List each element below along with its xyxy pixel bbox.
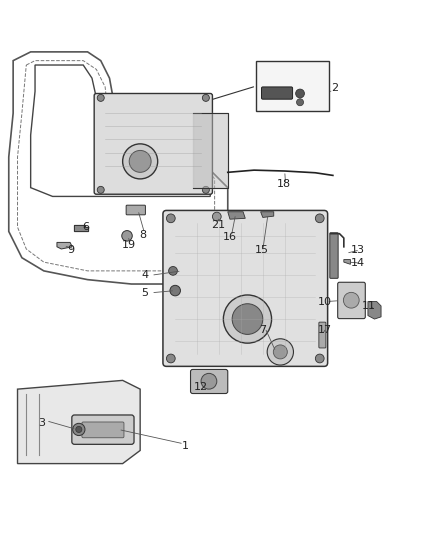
Text: 2: 2 (332, 83, 339, 93)
Polygon shape (193, 113, 228, 188)
Circle shape (223, 295, 272, 343)
FancyBboxPatch shape (191, 369, 228, 393)
Circle shape (76, 426, 82, 432)
Circle shape (267, 339, 293, 365)
Text: 19: 19 (122, 240, 136, 251)
Text: 13: 13 (351, 245, 365, 255)
Circle shape (170, 285, 180, 296)
FancyBboxPatch shape (163, 211, 328, 366)
Circle shape (129, 150, 151, 172)
FancyBboxPatch shape (330, 233, 338, 278)
Circle shape (343, 292, 359, 308)
Text: 21: 21 (211, 220, 225, 230)
Text: 10: 10 (318, 297, 332, 308)
Circle shape (97, 94, 104, 101)
Polygon shape (261, 212, 274, 217)
Text: 12: 12 (194, 382, 208, 392)
Text: 11: 11 (362, 301, 376, 311)
Text: 7: 7 (259, 325, 266, 335)
Circle shape (166, 214, 175, 223)
Polygon shape (18, 381, 140, 464)
Circle shape (202, 187, 209, 193)
Circle shape (73, 423, 85, 435)
FancyBboxPatch shape (319, 322, 326, 348)
Text: 8: 8 (139, 230, 146, 240)
Text: 9: 9 (67, 245, 74, 255)
Text: 16: 16 (223, 232, 237, 242)
Circle shape (296, 89, 304, 98)
FancyBboxPatch shape (72, 415, 134, 445)
FancyBboxPatch shape (94, 93, 212, 194)
Text: 5: 5 (141, 288, 148, 298)
Circle shape (169, 266, 177, 275)
Text: 6: 6 (82, 222, 89, 232)
Polygon shape (57, 243, 72, 249)
Circle shape (122, 231, 132, 241)
Text: 15: 15 (254, 245, 268, 255)
Polygon shape (74, 225, 88, 231)
Circle shape (97, 187, 104, 193)
Text: 17: 17 (318, 325, 332, 335)
Circle shape (123, 144, 158, 179)
FancyBboxPatch shape (261, 87, 293, 99)
Polygon shape (368, 302, 381, 319)
Text: 18: 18 (277, 179, 291, 189)
Text: 14: 14 (351, 258, 365, 268)
Text: 4: 4 (141, 270, 148, 280)
Circle shape (315, 214, 324, 223)
Circle shape (297, 99, 304, 106)
Circle shape (273, 345, 287, 359)
Text: 1: 1 (181, 441, 188, 451)
Circle shape (166, 354, 175, 363)
Polygon shape (344, 260, 350, 264)
Circle shape (201, 374, 217, 389)
Polygon shape (228, 212, 245, 219)
Circle shape (232, 304, 263, 334)
FancyBboxPatch shape (82, 422, 124, 438)
FancyBboxPatch shape (256, 61, 328, 111)
Text: 3: 3 (38, 418, 45, 429)
Circle shape (212, 212, 221, 221)
FancyBboxPatch shape (338, 282, 365, 319)
Circle shape (202, 94, 209, 101)
Circle shape (315, 354, 324, 363)
FancyBboxPatch shape (126, 205, 145, 215)
